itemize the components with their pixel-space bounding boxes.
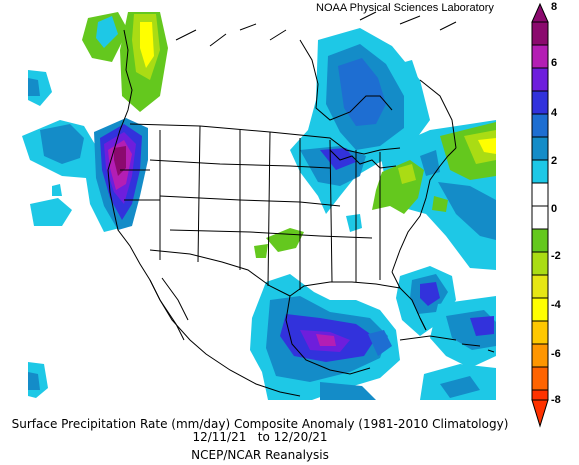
colorbar-segments — [531, 2, 549, 428]
colorbar-tick: 0 — [551, 203, 558, 215]
colorbar-segment — [531, 182, 549, 207]
colorbar-tick: -6 — [551, 348, 561, 360]
colorbar-tick: 4 — [551, 107, 558, 119]
colorbar-segment — [531, 21, 549, 46]
map-borders — [107, 11, 495, 397]
colorbar-segment — [531, 136, 549, 161]
colorbar-segment — [531, 366, 549, 391]
colorbar-segment — [531, 297, 549, 322]
colorbar-bottom-arrow — [531, 399, 549, 428]
colorbar-segment — [531, 320, 549, 345]
colorbar-segment — [531, 274, 549, 299]
colorbar-tick: 6 — [551, 57, 558, 69]
colorbar-segment — [531, 44, 549, 69]
caption-source: NCEP/NCAR Reanalysis — [191, 448, 329, 462]
colorbar-tick: -8 — [551, 394, 561, 406]
colorbar-top-arrow — [531, 2, 549, 23]
colorbar-segment — [531, 159, 549, 184]
colorbar-tick: 2 — [551, 155, 558, 167]
colorbar-segment — [531, 205, 549, 230]
colorbar-segment — [531, 90, 549, 115]
colorbar-tick: 8 — [551, 1, 558, 13]
colorbar-tick: -4 — [551, 299, 561, 311]
credit-label: NOAA Physical Sciences Laboratory — [316, 2, 494, 14]
colorbar-segment — [531, 67, 549, 92]
colorbar-segment — [531, 389, 549, 401]
colorbar-segment — [531, 251, 549, 276]
colorbar-tick: -2 — [551, 250, 561, 262]
colorbar-segment — [531, 228, 549, 253]
caption-date-range: 12/11/21 to 12/20/21 — [192, 430, 328, 444]
caption-title: Surface Precipitation Rate (mm/day) Comp… — [11, 417, 509, 431]
colorbar-segment — [531, 343, 549, 368]
colorbar-segment — [531, 113, 549, 138]
